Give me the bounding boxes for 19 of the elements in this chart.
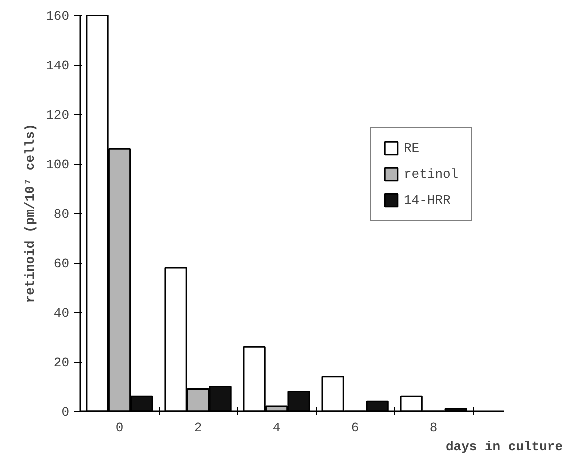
x-tick-label: 8: [430, 420, 438, 436]
y-tick-label: 20: [54, 356, 70, 370]
legend-label: retinol: [404, 166, 459, 182]
y-tick-label: 60: [54, 256, 70, 272]
x-tick-label: 6: [351, 420, 360, 436]
y-tick-label: 40: [54, 306, 70, 321]
y-tick-label: 80: [54, 207, 70, 222]
legend-label: RE: [404, 140, 421, 156]
x-tick-label: 2: [194, 420, 202, 436]
y-tick-label: 100: [46, 158, 70, 172]
x-axis-title: days in culture: [446, 440, 564, 454]
y-tick-label: 160: [46, 9, 70, 24]
x-tick-label: 0: [116, 420, 124, 436]
y-tick-label: 140: [46, 58, 70, 74]
legend-label: 14-HRR: [404, 192, 451, 208]
x-tick-label: 4: [272, 420, 281, 436]
y-tick-label: 0: [62, 405, 70, 420]
y-tick-label: 120: [46, 108, 70, 123]
y-axis-title: retinoid (pm/10⁷ cells): [23, 124, 38, 304]
